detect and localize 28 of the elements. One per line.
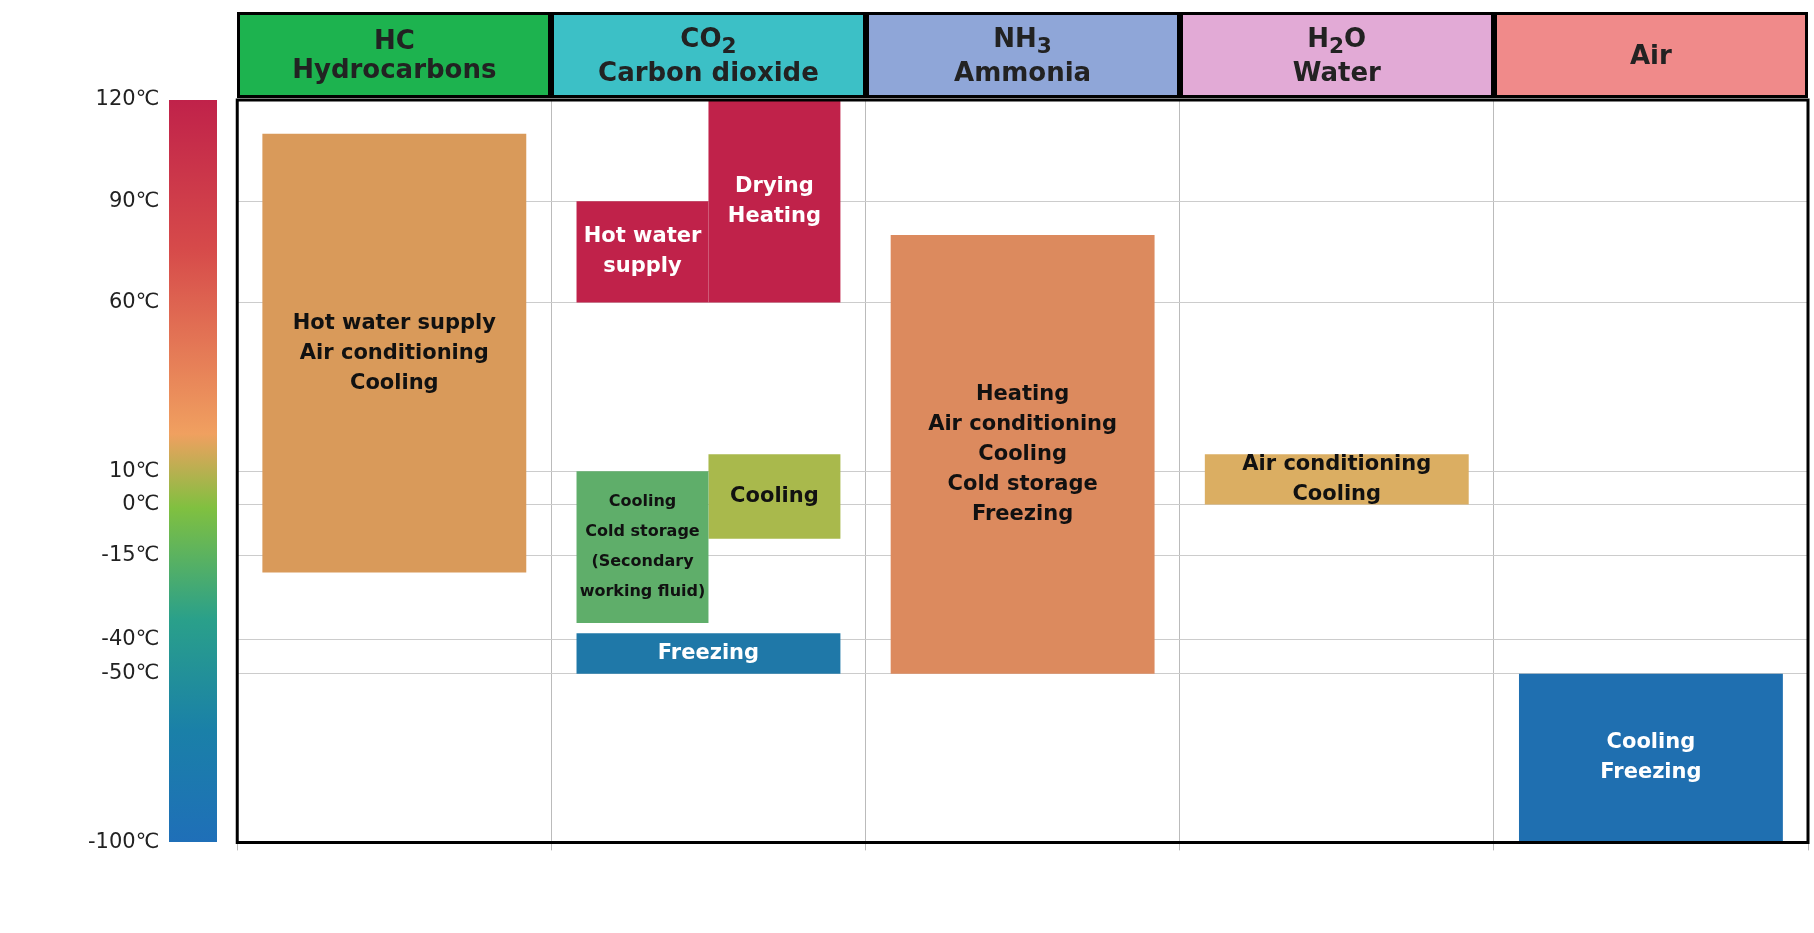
data-label: Air conditioning Cooling [1242, 450, 1432, 505]
data-label: Cooling [730, 482, 819, 507]
y-tick-label: -50℃ [101, 660, 160, 685]
x-tick-label: Air [1629, 39, 1672, 70]
y-tick-label: 60℃ [108, 288, 160, 313]
y-tick-label: 90℃ [108, 187, 160, 212]
x-tick-label: CO$_{2}$ Carbon dioxide [598, 22, 819, 87]
bar [708, 454, 841, 539]
data-label: Hot water supply [583, 223, 702, 278]
bar [576, 633, 841, 674]
bar [262, 133, 527, 573]
x-tick-label: H$_{2}$O Water [1292, 22, 1381, 87]
bar [890, 234, 1155, 674]
y-tick-label: 120℃ [95, 86, 160, 111]
data-label: Hot water supply Air conditioning Cooling [292, 309, 497, 394]
y-tick-label: 0℃ [122, 491, 160, 516]
y-tick-label: -100℃ [87, 828, 160, 853]
bar [1518, 673, 1783, 843]
x-tick-label: HC Hydrocarbons [292, 25, 497, 84]
data-label: Drying Heating [727, 172, 822, 227]
data-label: Freezing [657, 639, 760, 664]
y-tick-label: 10℃ [108, 457, 160, 482]
y-tick-label: -40℃ [101, 626, 160, 651]
data-label: Cooling Cold storage (Secondary working fluid) [579, 491, 706, 601]
data-label: Heating Air conditioning Cooling Cold storage Freezing [928, 380, 1118, 525]
x-tick-label: NH$_{3}$ Ammonia [954, 22, 1092, 87]
data-label: Cooling Freezing [1600, 729, 1702, 784]
y-tick-label: -15℃ [101, 542, 160, 567]
